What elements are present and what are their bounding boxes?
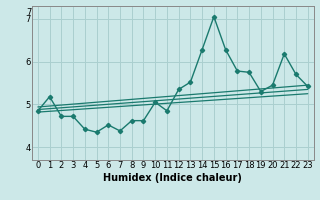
- Text: 7: 7: [27, 8, 32, 17]
- X-axis label: Humidex (Indice chaleur): Humidex (Indice chaleur): [103, 173, 242, 183]
